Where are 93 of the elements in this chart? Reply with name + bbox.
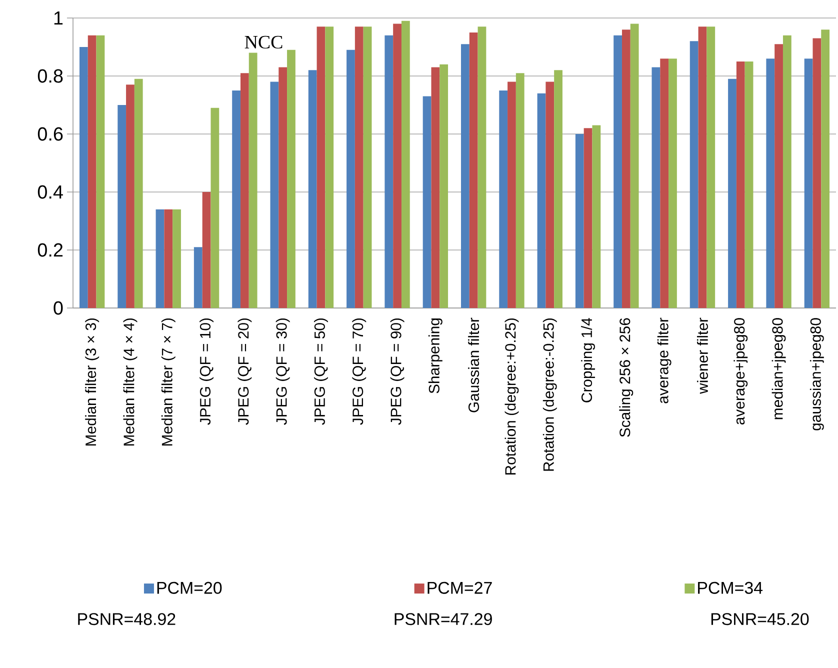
bar	[508, 82, 516, 308]
bar	[354, 26, 364, 308]
x-tick-label: median+jpeg80	[772, 318, 786, 420]
bar	[96, 35, 105, 308]
bar	[278, 67, 288, 308]
x-tick-label: Median filter (7 × 7)	[161, 318, 176, 446]
bar	[287, 50, 296, 308]
bar	[346, 50, 355, 308]
bar	[469, 32, 478, 308]
x-tick-label: wiener filter	[697, 318, 708, 394]
bar	[804, 58, 813, 308]
legend-label: PCM=20	[157, 582, 222, 594]
bar	[668, 58, 677, 308]
bar	[592, 125, 601, 308]
bar	[821, 30, 830, 308]
x-tick-label: JPEG (QF = 90)	[390, 318, 404, 425]
x-tick-label: Sharpening	[428, 318, 442, 394]
bar	[384, 35, 394, 308]
legend-label: PCM=27	[428, 582, 492, 594]
bar	[782, 35, 792, 308]
x-tick-label: JPEG (QF = 70)	[352, 318, 366, 425]
bar	[499, 90, 508, 308]
x-tick-label: Rotation (degree:+0.25)	[504, 318, 519, 475]
bar	[706, 26, 716, 308]
bar	[431, 67, 440, 308]
bar	[210, 108, 220, 308]
bar	[126, 84, 134, 308]
bar	[774, 44, 783, 308]
bar	[363, 26, 372, 308]
text: PSNR=45.20	[711, 613, 809, 626]
bar	[537, 93, 546, 308]
x-tick-label: average filter	[657, 318, 672, 404]
bar	[194, 247, 202, 308]
bar	[232, 90, 240, 308]
x-tick-label: Cropping 1/4	[581, 318, 595, 402]
y-tick-label: 1	[54, 11, 63, 24]
bar	[554, 70, 562, 308]
bar	[393, 24, 402, 308]
legend-label: PCM=34	[698, 582, 763, 594]
x-tick-label: Scaling 256 × 256	[619, 318, 634, 437]
bar	[164, 209, 173, 308]
bar	[248, 52, 258, 308]
bar	[460, 44, 470, 308]
bar	[118, 104, 126, 308]
bar	[812, 38, 822, 308]
bar	[622, 30, 630, 308]
y-tick-label: 0.6	[38, 127, 63, 141]
y-tick-label: 0	[54, 301, 63, 315]
bar	[240, 73, 249, 308]
bar	[156, 209, 164, 308]
bar	[478, 26, 486, 308]
bar	[440, 64, 448, 308]
bar	[516, 73, 524, 308]
x-tick-label: Gaussian filter	[468, 318, 480, 412]
bar	[401, 20, 410, 308]
bar	[652, 67, 660, 308]
bar	[308, 70, 317, 308]
bar	[660, 58, 669, 308]
x-tick-label: JPEG (QF = 20)	[238, 318, 252, 425]
x-tick-label: gaussian+jpeg80	[810, 318, 824, 430]
bar	[270, 82, 279, 308]
bar	[546, 82, 554, 308]
text: PSNR=48.92	[78, 613, 176, 626]
bar	[698, 26, 707, 308]
bar	[728, 78, 736, 308]
bar	[614, 35, 622, 308]
bar	[172, 209, 181, 308]
text: PSNR=47.29	[394, 613, 492, 626]
y-tick-label: 0.8	[38, 69, 63, 83]
x-tick-label: Median filter (4 × 4)	[123, 318, 138, 446]
x-tick-label: Median filter (3 × 3)	[85, 318, 100, 446]
x-tick-label: JPEG (QF = 10)	[200, 318, 214, 425]
bar	[584, 128, 592, 308]
bar	[202, 192, 211, 308]
y-tick-label: 0.4	[38, 185, 63, 199]
text: NCC	[244, 36, 282, 49]
bar	[88, 35, 96, 308]
bar	[134, 78, 143, 308]
x-tick-label: JPEG (QF = 30)	[276, 318, 290, 425]
bar	[736, 61, 745, 308]
bar	[325, 26, 334, 308]
y-tick-label: 0.2	[38, 243, 63, 257]
bar	[422, 96, 432, 308]
x-tick-label: average+jpeg80	[734, 318, 748, 424]
bar	[690, 41, 698, 308]
x-tick-label: JPEG (QF = 50)	[314, 318, 328, 425]
bar	[766, 58, 775, 308]
bar	[630, 24, 639, 308]
bar	[575, 134, 584, 308]
bar	[79, 46, 88, 308]
bar	[316, 26, 326, 308]
bar	[744, 61, 754, 308]
x-tick-label: Rotation (degree:-0.25)	[542, 318, 557, 471]
